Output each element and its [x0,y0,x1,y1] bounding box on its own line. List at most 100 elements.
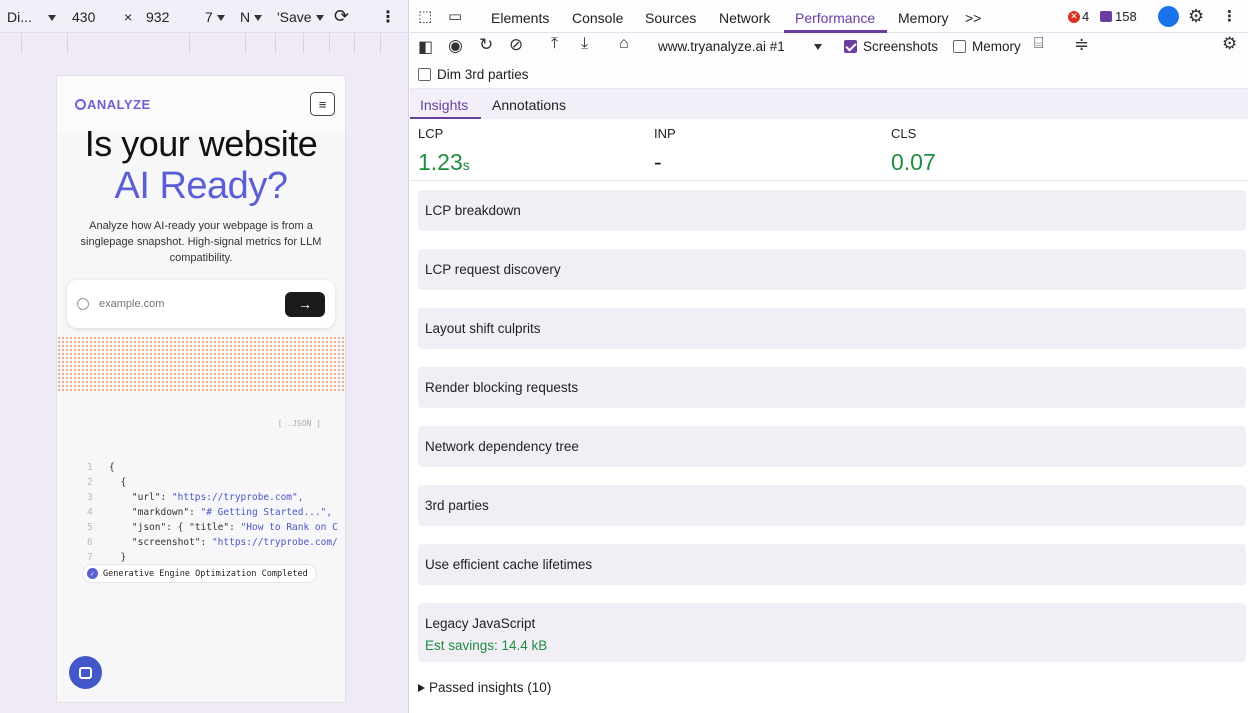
analyze-submit-button[interactable]: → [285,291,325,317]
code-key: "markdown": [109,507,201,518]
code-line: 4 "markdown": "# Getting Started...", [87,505,338,520]
device-select-label: Di... [7,9,32,25]
device-more-icon[interactable]: ⋮ [380,9,396,26]
hamburger-menu-button[interactable]: ≡ [310,92,335,116]
insight-title: Layout shift culprits [425,321,541,336]
passed-insights-toggle[interactable]: Passed insights (10) [418,680,551,695]
json-label: [ .JSON ] [277,419,321,428]
screenshots-checkbox[interactable] [844,40,857,53]
code-line: 2 { [87,475,338,490]
insight-title: Render blocking requests [425,380,579,395]
message-count: 158 [1115,9,1137,24]
insight-title: Legacy JavaScript [425,616,536,631]
site-header: ANALYZE ≡ [57,76,345,132]
memory-label: Memory [972,39,1021,54]
devtools-more-icon[interactable]: ⋮ [1222,8,1237,25]
error-count-badge[interactable]: ✕ 4 [1068,9,1089,24]
broom-icon[interactable]: ⌸ [1034,35,1044,52]
insight-row[interactable]: 3rd parties [418,485,1246,526]
insight-row[interactable]: Legacy JavaScript Est savings: 14.4 kB [418,603,1246,662]
insight-row[interactable]: LCP breakdown [418,190,1246,231]
brand-name: ANALYZE [87,96,151,112]
code-line: 5 "json": { "title": "How to Rank on C [87,520,338,535]
line-number: 3 [87,492,93,503]
code-key: "screenshot": [109,537,212,548]
throttle-label: N [240,9,251,25]
rotate-icon[interactable]: ⟳ [334,6,350,26]
code-key: "url": [109,492,172,503]
tab-insights[interactable]: Insights [420,97,469,113]
check-icon: ✓ [87,568,98,579]
tab-console[interactable]: Console [572,10,624,26]
device-select[interactable]: Di... [7,9,32,25]
lcp-label: LCP [418,126,444,141]
zoom-select[interactable]: 7 [205,9,225,25]
height-input[interactable]: 932 [146,9,170,25]
insight-row[interactable]: Network dependency tree [418,426,1246,467]
insights-subtabs: Insights Annotations [410,89,1248,119]
dimension-separator: × [124,9,133,25]
download-icon[interactable]: ⤓ [581,35,589,52]
reload-record-icon[interactable]: ↻ [479,35,494,54]
url-input[interactable] [99,298,285,310]
lcp-number: 1.23 [418,149,463,175]
extension-icon[interactable] [1158,6,1179,27]
message-count-badge[interactable]: 158 [1100,9,1137,24]
tab-network[interactable]: Network [719,10,771,26]
tab-sources[interactable]: Sources [645,10,697,26]
active-tab-indicator [784,30,887,33]
recording-select[interactable]: www.tryanalyze.ai #1 [658,39,785,54]
line-number: 4 [87,507,93,518]
dim-3rd-parties-checkbox[interactable] [418,68,431,81]
device-toggle-icon[interactable]: ▭ [448,8,463,25]
logo-icon [75,98,86,110]
inp-value: - [654,149,662,175]
sidebar-toggle-icon[interactable]: ◧ [418,39,434,56]
site-logo[interactable]: ANALYZE [75,97,151,112]
code-text: } [109,552,127,563]
insight-row[interactable]: Use efficient cache lifetimes [418,544,1246,585]
code-line: 6 "screenshot": "https://tryprobe.com/ [87,535,338,550]
memory-checkbox[interactable] [953,40,966,53]
tab-elements[interactable]: Elements [491,10,550,26]
devtools-tabbar: ⬚ ▭ Elements Console Sources Network Per… [410,0,1248,33]
tab-performance[interactable]: Performance [795,10,876,26]
capture-settings-icon[interactable]: ⚙ [1222,34,1238,53]
insight-row[interactable]: Layout shift culprits [418,308,1246,349]
phone-viewport: ANALYZE ≡ Is your website AI Ready? Anal… [56,75,346,703]
hero-title-line1: Is your website [84,123,318,164]
line-number: 2 [87,477,93,488]
url-search-box: → [67,280,335,328]
error-count: 4 [1082,9,1090,24]
tab-memory[interactable]: Memory [898,10,949,26]
code-val: "How to Rank on C [240,522,338,533]
device-select-caret[interactable] [44,9,56,25]
line-number: 1 [87,462,93,473]
record-icon[interactable]: ◉ [448,36,463,55]
upload-icon[interactable]: ⤒ [551,35,559,52]
screenshots-label: Screenshots [863,39,939,54]
clear-icon[interactable]: ⊘ [509,35,524,54]
chat-widget-button[interactable] [69,656,102,689]
dotted-pattern-decoration [57,336,345,392]
width-input[interactable]: 430 [72,9,96,25]
home-icon[interactable]: ⌂ [619,35,629,52]
inspect-element-icon[interactable]: ⬚ [418,8,433,25]
code-val: "https://tryprobe.com", [171,492,304,503]
recording-select-caret[interactable] [810,39,822,54]
insight-row[interactable]: Render blocking requests [418,367,1246,408]
code-line: 1{ [87,460,338,475]
save-select[interactable]: 'Save [277,9,324,25]
passed-insights-label: Passed insights (10) [429,680,552,695]
insight-title: LCP breakdown [425,203,521,218]
media-query-ruler [0,33,409,53]
insight-row[interactable]: LCP request discovery [418,249,1246,290]
more-tabs-icon[interactable]: >> [965,10,982,26]
status-badge-label: Generative Engine Optimization Completed [103,568,308,579]
insight-title: LCP request discovery [425,262,561,277]
cls-value: 0.07 [891,149,936,175]
throttle-select[interactable]: N [240,9,263,25]
collapse-icon[interactable]: ≑ [1074,34,1090,54]
tab-annotations[interactable]: Annotations [492,97,566,113]
settings-gear-icon[interactable]: ⚙ [1188,6,1205,26]
